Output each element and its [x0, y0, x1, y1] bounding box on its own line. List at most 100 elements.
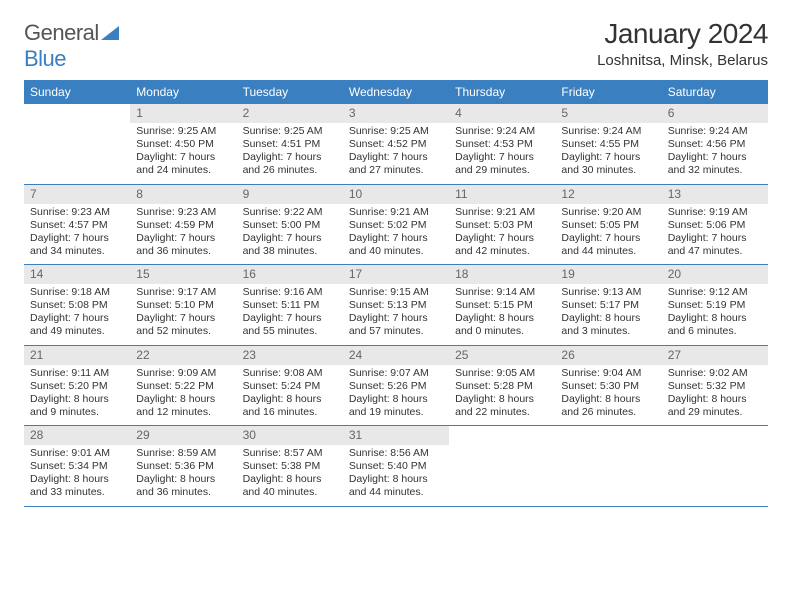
- calendar-day-cell: 25Sunrise: 9:05 AMSunset: 5:28 PMDayligh…: [449, 345, 555, 426]
- sunset-text: Sunset: 5:11 PM: [243, 299, 337, 312]
- day-number: 4: [449, 104, 555, 123]
- sunrise-text: Sunrise: 9:04 AM: [561, 367, 655, 380]
- daylight-text: Daylight: 8 hours and 19 minutes.: [349, 393, 443, 419]
- day-number: 15: [130, 265, 236, 284]
- day-body: Sunrise: 9:17 AMSunset: 5:10 PMDaylight:…: [130, 284, 236, 345]
- weekday-header: Friday: [555, 80, 661, 104]
- day-number: 14: [24, 265, 130, 284]
- sunset-text: Sunset: 5:24 PM: [243, 380, 337, 393]
- sunrise-text: Sunrise: 9:15 AM: [349, 286, 443, 299]
- sunset-text: Sunset: 5:06 PM: [668, 219, 762, 232]
- calendar-day-cell: 23Sunrise: 9:08 AMSunset: 5:24 PMDayligh…: [237, 345, 343, 426]
- sunset-text: Sunset: 5:38 PM: [243, 460, 337, 473]
- day-body: Sunrise: 9:11 AMSunset: 5:20 PMDaylight:…: [24, 365, 130, 426]
- daylight-text: Daylight: 8 hours and 44 minutes.: [349, 473, 443, 499]
- daylight-text: Daylight: 7 hours and 49 minutes.: [30, 312, 124, 338]
- sunrise-text: Sunrise: 8:59 AM: [136, 447, 230, 460]
- title-block: January 2024 Loshnitsa, Minsk, Belarus: [597, 18, 768, 69]
- sunset-text: Sunset: 5:13 PM: [349, 299, 443, 312]
- day-body: Sunrise: 8:56 AMSunset: 5:40 PMDaylight:…: [343, 445, 449, 506]
- day-number: 25: [449, 346, 555, 365]
- day-body: Sunrise: 9:16 AMSunset: 5:11 PMDaylight:…: [237, 284, 343, 345]
- day-number: 13: [662, 185, 768, 204]
- sunset-text: Sunset: 4:56 PM: [668, 138, 762, 151]
- daylight-text: Daylight: 7 hours and 24 minutes.: [136, 151, 230, 177]
- sunrise-text: Sunrise: 9:21 AM: [455, 206, 549, 219]
- sunrise-text: Sunrise: 9:18 AM: [30, 286, 124, 299]
- sunrise-text: Sunrise: 9:02 AM: [668, 367, 762, 380]
- calendar-day-cell: 11Sunrise: 9:21 AMSunset: 5:03 PMDayligh…: [449, 184, 555, 265]
- sunrise-text: Sunrise: 9:09 AM: [136, 367, 230, 380]
- daylight-text: Daylight: 8 hours and 9 minutes.: [30, 393, 124, 419]
- sunrise-text: Sunrise: 9:01 AM: [30, 447, 124, 460]
- weekday-header: Saturday: [662, 80, 768, 104]
- sunset-text: Sunset: 5:20 PM: [30, 380, 124, 393]
- day-number: 21: [24, 346, 130, 365]
- logo: GeneralBlue: [24, 20, 119, 72]
- daylight-text: Daylight: 8 hours and 22 minutes.: [455, 393, 549, 419]
- sunset-text: Sunset: 4:52 PM: [349, 138, 443, 151]
- sunset-text: Sunset: 4:55 PM: [561, 138, 655, 151]
- logo-triangle-icon: [101, 20, 119, 46]
- sunset-text: Sunset: 5:36 PM: [136, 460, 230, 473]
- daylight-text: Daylight: 7 hours and 40 minutes.: [349, 232, 443, 258]
- day-number: 12: [555, 185, 661, 204]
- calendar-day-cell: 17Sunrise: 9:15 AMSunset: 5:13 PMDayligh…: [343, 265, 449, 346]
- sunset-text: Sunset: 5:30 PM: [561, 380, 655, 393]
- day-body: Sunrise: 9:07 AMSunset: 5:26 PMDaylight:…: [343, 365, 449, 426]
- logo-text-blue: Blue: [24, 46, 66, 71]
- calendar-day-cell: 2Sunrise: 9:25 AMSunset: 4:51 PMDaylight…: [237, 104, 343, 184]
- day-body: Sunrise: 9:08 AMSunset: 5:24 PMDaylight:…: [237, 365, 343, 426]
- sunset-text: Sunset: 4:57 PM: [30, 219, 124, 232]
- daylight-text: Daylight: 7 hours and 57 minutes.: [349, 312, 443, 338]
- day-number: 22: [130, 346, 236, 365]
- daylight-text: Daylight: 7 hours and 32 minutes.: [668, 151, 762, 177]
- sunrise-text: Sunrise: 9:05 AM: [455, 367, 549, 380]
- day-body: [662, 445, 768, 505]
- sunset-text: Sunset: 5:40 PM: [349, 460, 443, 473]
- day-number: [449, 426, 555, 445]
- sunset-text: Sunset: 5:22 PM: [136, 380, 230, 393]
- day-body: Sunrise: 9:18 AMSunset: 5:08 PMDaylight:…: [24, 284, 130, 345]
- day-number: 5: [555, 104, 661, 123]
- calendar-week-row: 14Sunrise: 9:18 AMSunset: 5:08 PMDayligh…: [24, 265, 768, 346]
- calendar-day-cell: 5Sunrise: 9:24 AMSunset: 4:55 PMDaylight…: [555, 104, 661, 184]
- day-body: Sunrise: 9:04 AMSunset: 5:30 PMDaylight:…: [555, 365, 661, 426]
- day-number: 7: [24, 185, 130, 204]
- sunrise-text: Sunrise: 9:08 AM: [243, 367, 337, 380]
- day-body: Sunrise: 9:02 AMSunset: 5:32 PMDaylight:…: [662, 365, 768, 426]
- daylight-text: Daylight: 8 hours and 26 minutes.: [561, 393, 655, 419]
- weekday-header: Monday: [130, 80, 236, 104]
- weekday-header: Wednesday: [343, 80, 449, 104]
- calendar-day-cell: 27Sunrise: 9:02 AMSunset: 5:32 PMDayligh…: [662, 345, 768, 426]
- calendar-day-cell: 4Sunrise: 9:24 AMSunset: 4:53 PMDaylight…: [449, 104, 555, 184]
- day-number: [555, 426, 661, 445]
- calendar-day-cell: 26Sunrise: 9:04 AMSunset: 5:30 PMDayligh…: [555, 345, 661, 426]
- day-body: Sunrise: 9:05 AMSunset: 5:28 PMDaylight:…: [449, 365, 555, 426]
- day-number: 23: [237, 346, 343, 365]
- calendar-day-cell: 3Sunrise: 9:25 AMSunset: 4:52 PMDaylight…: [343, 104, 449, 184]
- sunset-text: Sunset: 5:05 PM: [561, 219, 655, 232]
- day-body: Sunrise: 9:24 AMSunset: 4:55 PMDaylight:…: [555, 123, 661, 184]
- daylight-text: Daylight: 7 hours and 26 minutes.: [243, 151, 337, 177]
- sunrise-text: Sunrise: 9:19 AM: [668, 206, 762, 219]
- daylight-text: Daylight: 7 hours and 55 minutes.: [243, 312, 337, 338]
- calendar-week-row: 7Sunrise: 9:23 AMSunset: 4:57 PMDaylight…: [24, 184, 768, 265]
- calendar-page: GeneralBlue January 2024 Loshnitsa, Mins…: [0, 0, 792, 507]
- day-number: 19: [555, 265, 661, 284]
- sunset-text: Sunset: 5:00 PM: [243, 219, 337, 232]
- sunrise-text: Sunrise: 9:24 AM: [561, 125, 655, 138]
- day-body: Sunrise: 9:23 AMSunset: 4:57 PMDaylight:…: [24, 204, 130, 265]
- sunset-text: Sunset: 5:26 PM: [349, 380, 443, 393]
- day-number: 6: [662, 104, 768, 123]
- day-number: [662, 426, 768, 445]
- daylight-text: Daylight: 7 hours and 27 minutes.: [349, 151, 443, 177]
- calendar-day-cell: 29Sunrise: 8:59 AMSunset: 5:36 PMDayligh…: [130, 426, 236, 507]
- day-body: [24, 123, 130, 183]
- day-number: 18: [449, 265, 555, 284]
- day-number: 16: [237, 265, 343, 284]
- logo-text-gray: General: [24, 20, 99, 45]
- day-number: 29: [130, 426, 236, 445]
- sunrise-text: Sunrise: 9:24 AM: [455, 125, 549, 138]
- sunset-text: Sunset: 5:02 PM: [349, 219, 443, 232]
